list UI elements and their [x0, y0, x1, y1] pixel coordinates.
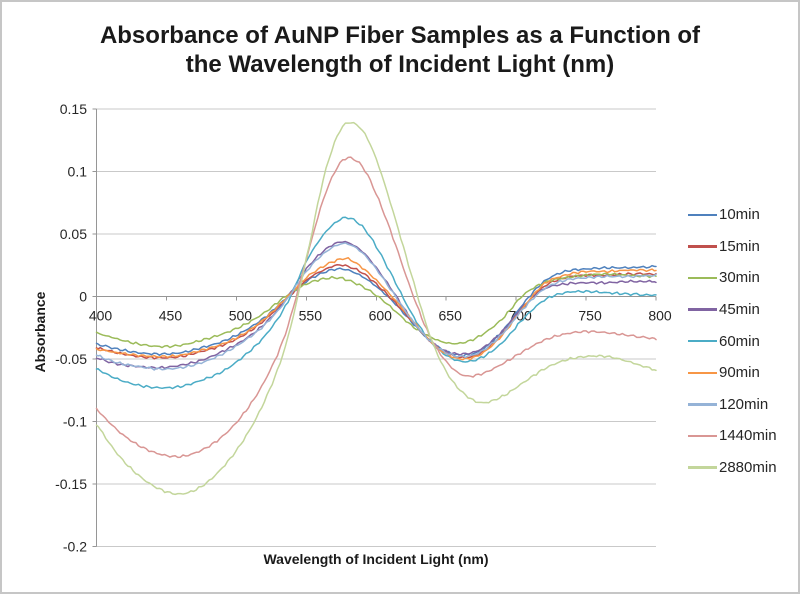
y-tick-label: -0.2 — [63, 539, 87, 555]
y-tick-label: -0.05 — [55, 351, 87, 367]
y-tick-label: 0.15 — [60, 101, 87, 117]
legend-item: 90min — [688, 357, 777, 389]
series-line-1440min — [95, 156, 657, 459]
legend-item: 60min — [688, 325, 777, 357]
series-line-45min — [95, 240, 657, 370]
x-tick-label: 500 — [229, 308, 253, 324]
legend-item: 45min — [688, 294, 777, 326]
legend-label: 1440min — [719, 427, 777, 445]
x-tick-label: 650 — [439, 308, 463, 324]
series-line-60min — [95, 216, 657, 390]
series-line-120min — [95, 242, 657, 371]
x-axis-title: Wavelength of Incident Light (nm) — [263, 551, 489, 567]
legend-label: 2880min — [719, 459, 777, 477]
chart-title-line1: Absorbance of AuNP Fiber Samples as a Fu… — [99, 22, 701, 49]
legend-swatch — [688, 403, 717, 406]
legend-swatch — [688, 466, 717, 469]
series-line-2880min — [95, 121, 657, 496]
legend-label: 10min — [719, 206, 760, 224]
legend-swatch — [688, 213, 717, 216]
legend-swatch — [688, 276, 717, 280]
x-tick-label: 750 — [578, 308, 602, 324]
legend-swatch — [688, 371, 717, 374]
legend-label: 90min — [719, 364, 760, 382]
x-tick-label: 550 — [299, 308, 323, 324]
legend-label: 60min — [719, 332, 760, 350]
series-line-90min — [95, 257, 657, 361]
legend-swatch — [688, 245, 717, 248]
legend-label: 30min — [719, 269, 760, 287]
x-tick-label: 600 — [369, 308, 393, 324]
x-tick-label: 450 — [159, 308, 183, 324]
y-tick-label: -0.15 — [55, 476, 87, 492]
y-tick-label: 0 — [79, 289, 87, 305]
legend-item: 10min — [688, 199, 777, 231]
legend-swatch — [688, 308, 717, 311]
legend-label: 45min — [719, 301, 760, 319]
legend-item: 120min — [688, 389, 777, 421]
legend-item: 1440min — [688, 420, 777, 452]
legend-swatch — [688, 339, 717, 343]
y-axis-title: Absorbance — [32, 291, 48, 373]
legend-item: 15min — [688, 231, 777, 263]
x-tick-label: 800 — [648, 308, 672, 324]
x-tick-label: 400 — [89, 308, 113, 324]
series-line-30min — [95, 272, 657, 349]
legend-swatch — [688, 434, 717, 438]
series-line-10min — [95, 264, 657, 358]
legend: 10min 15min 30min 45min 60min 90min 120min 1440… — [688, 199, 777, 483]
chart-title: Absorbance of AuNP Fiber Samples as a Fu… — [2, 21, 798, 79]
y-tick-label: 0.1 — [68, 164, 88, 180]
legend-label: 15min — [719, 237, 760, 255]
chart-title-line2: the Wavelength of Incident Light (nm) — [185, 51, 615, 78]
y-tick-label: 0.05 — [60, 226, 87, 242]
legend-item: 30min — [688, 262, 777, 294]
legend-label: 120min — [719, 395, 769, 413]
legend-item: 2880min — [688, 452, 777, 484]
y-tick-label: -0.1 — [63, 414, 87, 430]
